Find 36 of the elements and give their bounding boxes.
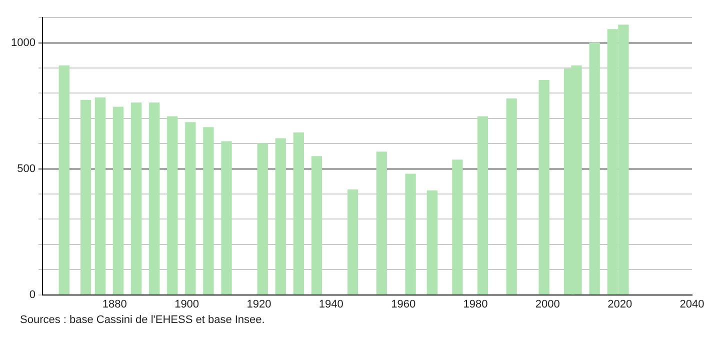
bar [112,106,124,295]
bar [347,189,358,295]
bar [94,97,106,295]
bar [589,42,600,295]
x-tick-label: 2040 [680,298,704,310]
x-tick-label: 2000 [535,298,560,310]
bar [58,65,70,295]
bar [452,160,463,295]
x-tick-label: 1980 [463,298,488,310]
bar [293,132,304,295]
x-tick-label: 1940 [318,298,344,310]
bar [203,127,214,295]
bar [426,190,438,295]
bar [185,122,196,295]
bar [167,116,178,295]
bar [311,156,322,295]
bar [275,138,286,295]
source-note: Sources : base Cassini de l'EHESS et base Insee. [20,314,266,326]
bar [506,98,517,295]
y-tick-label: 500 [17,162,36,175]
bar [80,100,92,295]
y-tick-label: 1000 [10,36,36,49]
x-tick-label: 1880 [102,298,127,310]
y-tick-label: 0 [29,288,36,301]
bar [376,152,387,295]
x-tick-label: 1920 [246,298,272,310]
bar [405,174,416,295]
x-tick-label: 1900 [174,298,200,310]
bar [257,143,268,295]
bar [149,102,160,295]
bar [538,80,550,295]
x-tick-label: 2020 [608,298,632,310]
bar [130,102,142,295]
bar [221,141,232,295]
bar [477,116,488,295]
x-tick-label: 1960 [391,298,416,310]
